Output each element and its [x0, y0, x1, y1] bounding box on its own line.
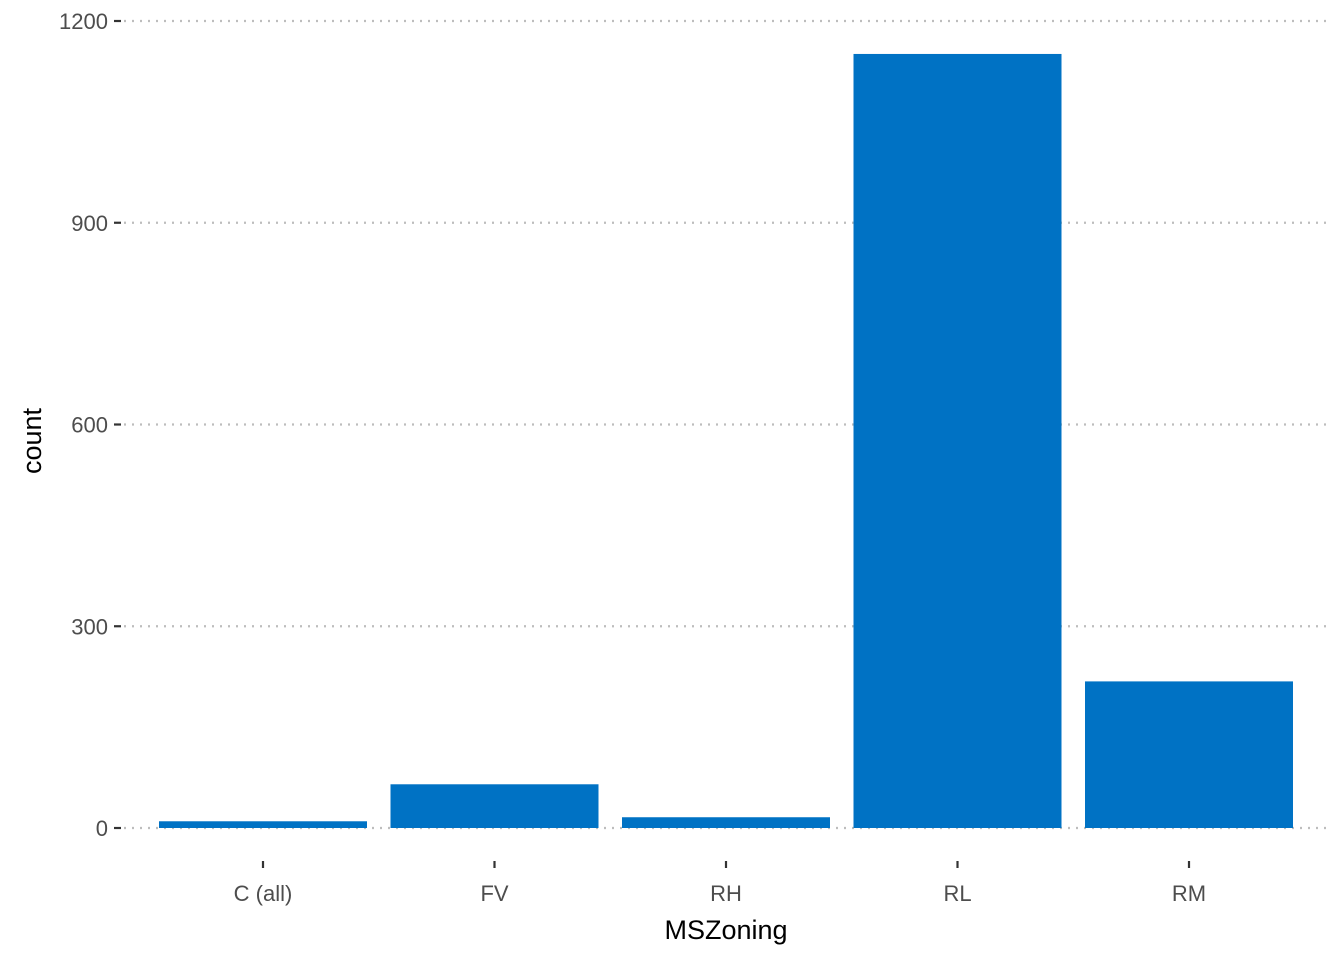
x-tick-label: RL [943, 881, 971, 906]
bar [390, 784, 599, 828]
bar [622, 817, 830, 828]
x-tick-label: RH [710, 881, 742, 906]
y-tick-label: 600 [71, 413, 108, 438]
x-axis-title: MSZoning [664, 915, 787, 945]
y-tick-label: 1200 [59, 9, 108, 34]
y-tick-label: 300 [71, 614, 108, 639]
x-tick-label: FV [480, 881, 508, 906]
bar [853, 53, 1062, 828]
x-axis-ticks: C (all) FV RH RL RM [234, 861, 1206, 906]
bar [159, 821, 367, 828]
y-tick-label: 0 [96, 816, 108, 841]
x-tick-label: C (all) [234, 881, 293, 906]
y-tick-label: 900 [71, 211, 108, 236]
y-axis-ticks: 0 300 600 900 1200 [59, 9, 121, 841]
y-axis-title: count [17, 407, 47, 474]
x-tick-label: RM [1172, 881, 1206, 906]
bars [159, 53, 1293, 828]
bar [1085, 681, 1293, 828]
